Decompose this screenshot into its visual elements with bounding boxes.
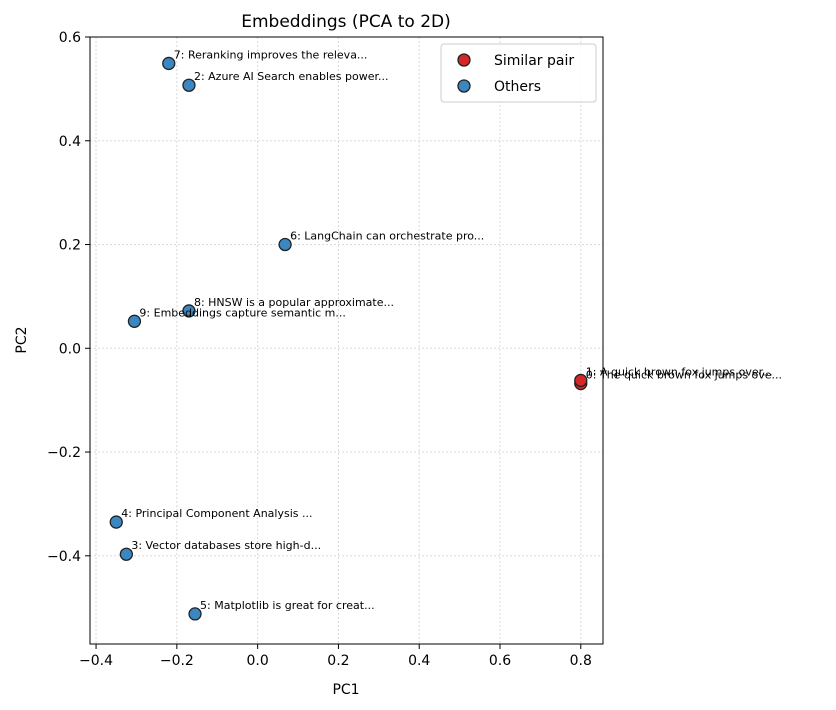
x-axis-label: PC1 <box>332 682 359 698</box>
y-axis-label: PC2 <box>14 326 30 353</box>
y-tick-label: −0.2 <box>47 445 81 461</box>
grid-lines <box>90 36 603 644</box>
other-point <box>127 314 142 328</box>
other-point <box>278 237 292 252</box>
x-tick-label: 0.6 <box>489 653 511 669</box>
y-tick-label: 0.2 <box>59 238 81 254</box>
y-axis-ticks: −0.4 −0.2 0.0 0.2 0.4 0.6 <box>47 30 90 565</box>
point-annotation: 2: Azure AI Search enables power... <box>194 70 389 83</box>
x-tick-label: 0.8 <box>570 653 592 669</box>
x-tick-label: 0.0 <box>247 653 269 669</box>
y-tick-label: 0.4 <box>59 134 81 150</box>
legend-marker-similar <box>457 53 471 67</box>
other-point <box>182 304 196 318</box>
x-tick-label: −0.4 <box>79 653 113 669</box>
y-tick-label: −0.4 <box>47 549 81 565</box>
chart-title: Embeddings (PCA to 2D) <box>241 12 450 32</box>
x-axis-ticks: −0.4 −0.2 0.0 0.2 0.4 0.6 0.8 <box>79 644 592 669</box>
point-annotation: 8: HNSW is a popular approximate... <box>194 296 394 309</box>
point-annotation: 7: Reranking improves the releva... <box>174 48 368 61</box>
other-point <box>119 547 134 561</box>
point-annotation: 4: Principal Component Analysis ... <box>121 507 312 520</box>
x-tick-label: −0.2 <box>160 653 194 669</box>
point-annotation: 1: A quick brown fox jumps over... <box>586 365 773 378</box>
point-annotation: 9: Embeddings capture semantic m... <box>139 306 345 319</box>
other-point <box>162 56 176 71</box>
plot-frame <box>89 36 604 645</box>
point-annotation: 6: LangChain can orchestrate pro... <box>290 230 484 243</box>
y-tick-label: 0.0 <box>59 341 81 357</box>
data-points <box>109 56 588 621</box>
other-point <box>182 78 196 92</box>
legend: Similar pair Others <box>440 43 597 103</box>
point-annotation: 0: The quick brown fox jumps ove... <box>586 369 782 382</box>
legend-label-others: Others <box>494 79 541 95</box>
x-tick-label: 0.2 <box>327 653 349 669</box>
point-annotations: 0: The quick brown fox jumps ove...1: A … <box>121 48 782 611</box>
point-annotation: 3: Vector databases store high-d... <box>131 539 321 552</box>
point-annotation: 5: Matplotlib is great for creat... <box>200 599 375 612</box>
legend-label-similar: Similar pair <box>494 53 574 69</box>
legend-marker-others <box>457 79 471 93</box>
similar-pair-point <box>574 373 588 388</box>
other-point <box>188 607 202 621</box>
x-tick-label: 0.4 <box>408 653 430 669</box>
other-point <box>109 515 123 529</box>
y-tick-label: 0.6 <box>59 30 81 46</box>
legend-box <box>440 43 597 103</box>
